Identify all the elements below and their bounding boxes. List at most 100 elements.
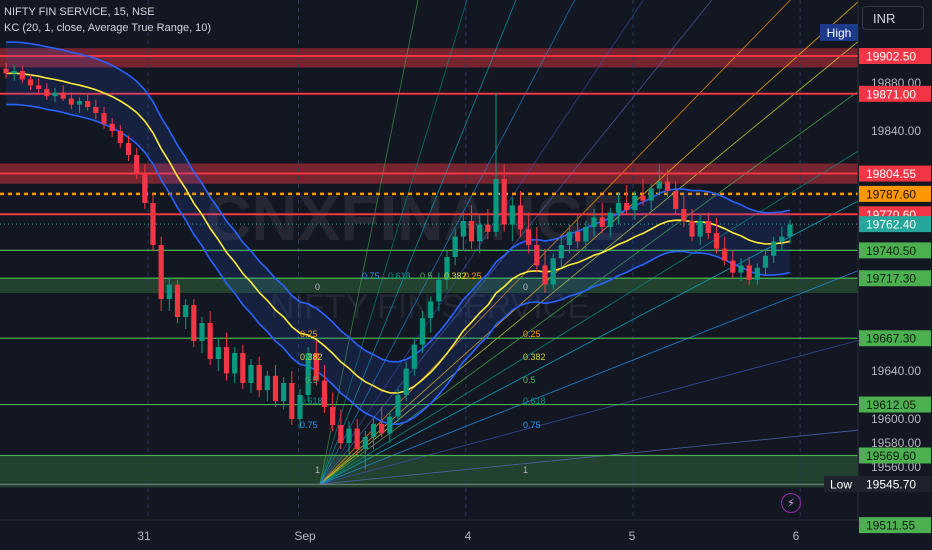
price-tag-2-bg <box>859 165 931 182</box>
candle-body-21 <box>174 284 181 317</box>
price-tag-8: 19667.30 <box>866 332 916 346</box>
price-tag-7-bg <box>859 270 931 287</box>
high-marker-bg <box>820 24 858 41</box>
price-tag-12-bg <box>859 517 931 534</box>
candle-body-63 <box>517 205 524 230</box>
candle-body-18 <box>150 203 156 245</box>
candle-body-37 <box>305 353 311 395</box>
price-tag-8-bg <box>859 330 931 347</box>
price-tag-6: 19740.50 <box>866 244 916 258</box>
keltner-band-fill <box>6 42 790 425</box>
candle-body-78 <box>640 195 646 201</box>
candle-body-3 <box>27 79 34 86</box>
fan-up-line-2 <box>319 0 517 485</box>
fib-label-top-2: 0.5 <box>420 271 433 281</box>
candle-body-13 <box>109 123 115 131</box>
candle-body-45 <box>370 423 377 437</box>
price-tag-5: 19762.40 <box>866 218 916 232</box>
fan-up-line-5 <box>319 0 713 485</box>
candle-body-79 <box>648 188 654 201</box>
candle-body-23 <box>191 305 197 341</box>
candle-body-31 <box>256 365 262 391</box>
x-tick-label-3: 5 <box>629 529 636 543</box>
candle-body-92 <box>754 267 760 280</box>
candle-body-59 <box>485 224 491 232</box>
candle-body-57 <box>468 221 475 242</box>
candle-body-53 <box>436 279 442 302</box>
price-tag-5-bg <box>859 216 931 233</box>
y-tick-label-6: 19560.00 <box>871 460 921 474</box>
candle-body-60 <box>493 179 499 232</box>
time-axis <box>0 520 932 550</box>
candle-body-30 <box>248 365 254 383</box>
fan-line-6 <box>319 269 861 485</box>
candle-body-89 <box>730 260 736 273</box>
candle-body-71 <box>583 227 589 242</box>
fib-label-left-1: 0.25 <box>300 329 318 339</box>
fan-line-1 <box>319 0 861 485</box>
candle-body-19 <box>158 245 164 299</box>
candle-body-69 <box>566 231 573 245</box>
fan-up-line-3 <box>319 0 576 485</box>
fan-line-8 <box>319 429 861 485</box>
keltner-lower <box>5 103 791 426</box>
fib-label-left-5: 0.75 <box>300 420 318 430</box>
candle-body-96 <box>787 224 793 237</box>
candle-body-64 <box>526 229 532 245</box>
candle-body-1 <box>11 71 17 74</box>
lightning-icon[interactable]: ⚡ <box>781 493 801 513</box>
candle-body-9 <box>76 101 83 105</box>
candle-body-75 <box>615 203 622 213</box>
x-tick-label-0: 31 <box>137 529 151 543</box>
candle-body-38 <box>313 353 319 381</box>
candle-body-5 <box>44 89 50 97</box>
candle-body-2 <box>19 71 25 80</box>
fib-label-top-3: 0.382 <box>444 271 467 281</box>
candle-body-66 <box>542 265 548 285</box>
price-tag-9-bg <box>859 396 931 413</box>
candle-body-80 <box>656 181 662 189</box>
candle-body-32 <box>264 375 270 391</box>
fib-label-right-4: 0.618 <box>523 396 546 406</box>
candle-body-26 <box>215 347 221 359</box>
candle-body-22 <box>183 305 189 317</box>
candle-body-39 <box>321 380 328 407</box>
fib-label-top-1: 0.618 <box>388 271 411 281</box>
candle-body-88 <box>722 248 728 261</box>
candle-body-65 <box>534 245 540 266</box>
fib-label-left-0: 0 <box>315 282 320 292</box>
candle-body-58 <box>477 224 483 242</box>
fan-line-7 <box>319 339 861 485</box>
candle-body-95 <box>779 236 785 242</box>
fib-label-left-6: 1 <box>315 465 320 475</box>
currency-button[interactable]: INR <box>862 6 924 30</box>
candle-body-46 <box>379 423 385 434</box>
candle-body-52 <box>428 301 434 319</box>
candle-body-51 <box>419 318 426 345</box>
candle-body-34 <box>281 383 287 401</box>
candle-body-17 <box>142 173 148 203</box>
candle-body-50 <box>411 344 417 369</box>
fan-line-2 <box>319 39 861 485</box>
fib-label-right-6: 1 <box>523 465 528 475</box>
candle-body-72 <box>591 217 597 227</box>
candle-body-68 <box>558 245 564 259</box>
candle-body-54 <box>444 257 450 280</box>
fib-label-right-0: 0 <box>523 282 528 292</box>
symbol-title: NIFTY FIN SERVICE, 15, NSE <box>4 6 155 18</box>
price-tag-2: 19804.55 <box>866 167 916 181</box>
price-tag-12: 19511.55 <box>866 519 915 533</box>
x-tick-label-1: Sep <box>294 529 316 543</box>
high-marker-label: High <box>827 26 852 40</box>
candle-body-6 <box>52 92 58 97</box>
candle-body-29 <box>240 353 246 383</box>
candle-body-28 <box>232 353 238 374</box>
candle-body-90 <box>738 265 744 273</box>
candle-body-81 <box>664 181 671 191</box>
fib-label-right-3: 0.5 <box>523 375 536 385</box>
candle-body-84 <box>689 221 695 237</box>
price-tag-11: 19545.70 <box>866 478 916 492</box>
candle-body-42 <box>346 428 352 443</box>
candle-body-87 <box>713 233 720 249</box>
